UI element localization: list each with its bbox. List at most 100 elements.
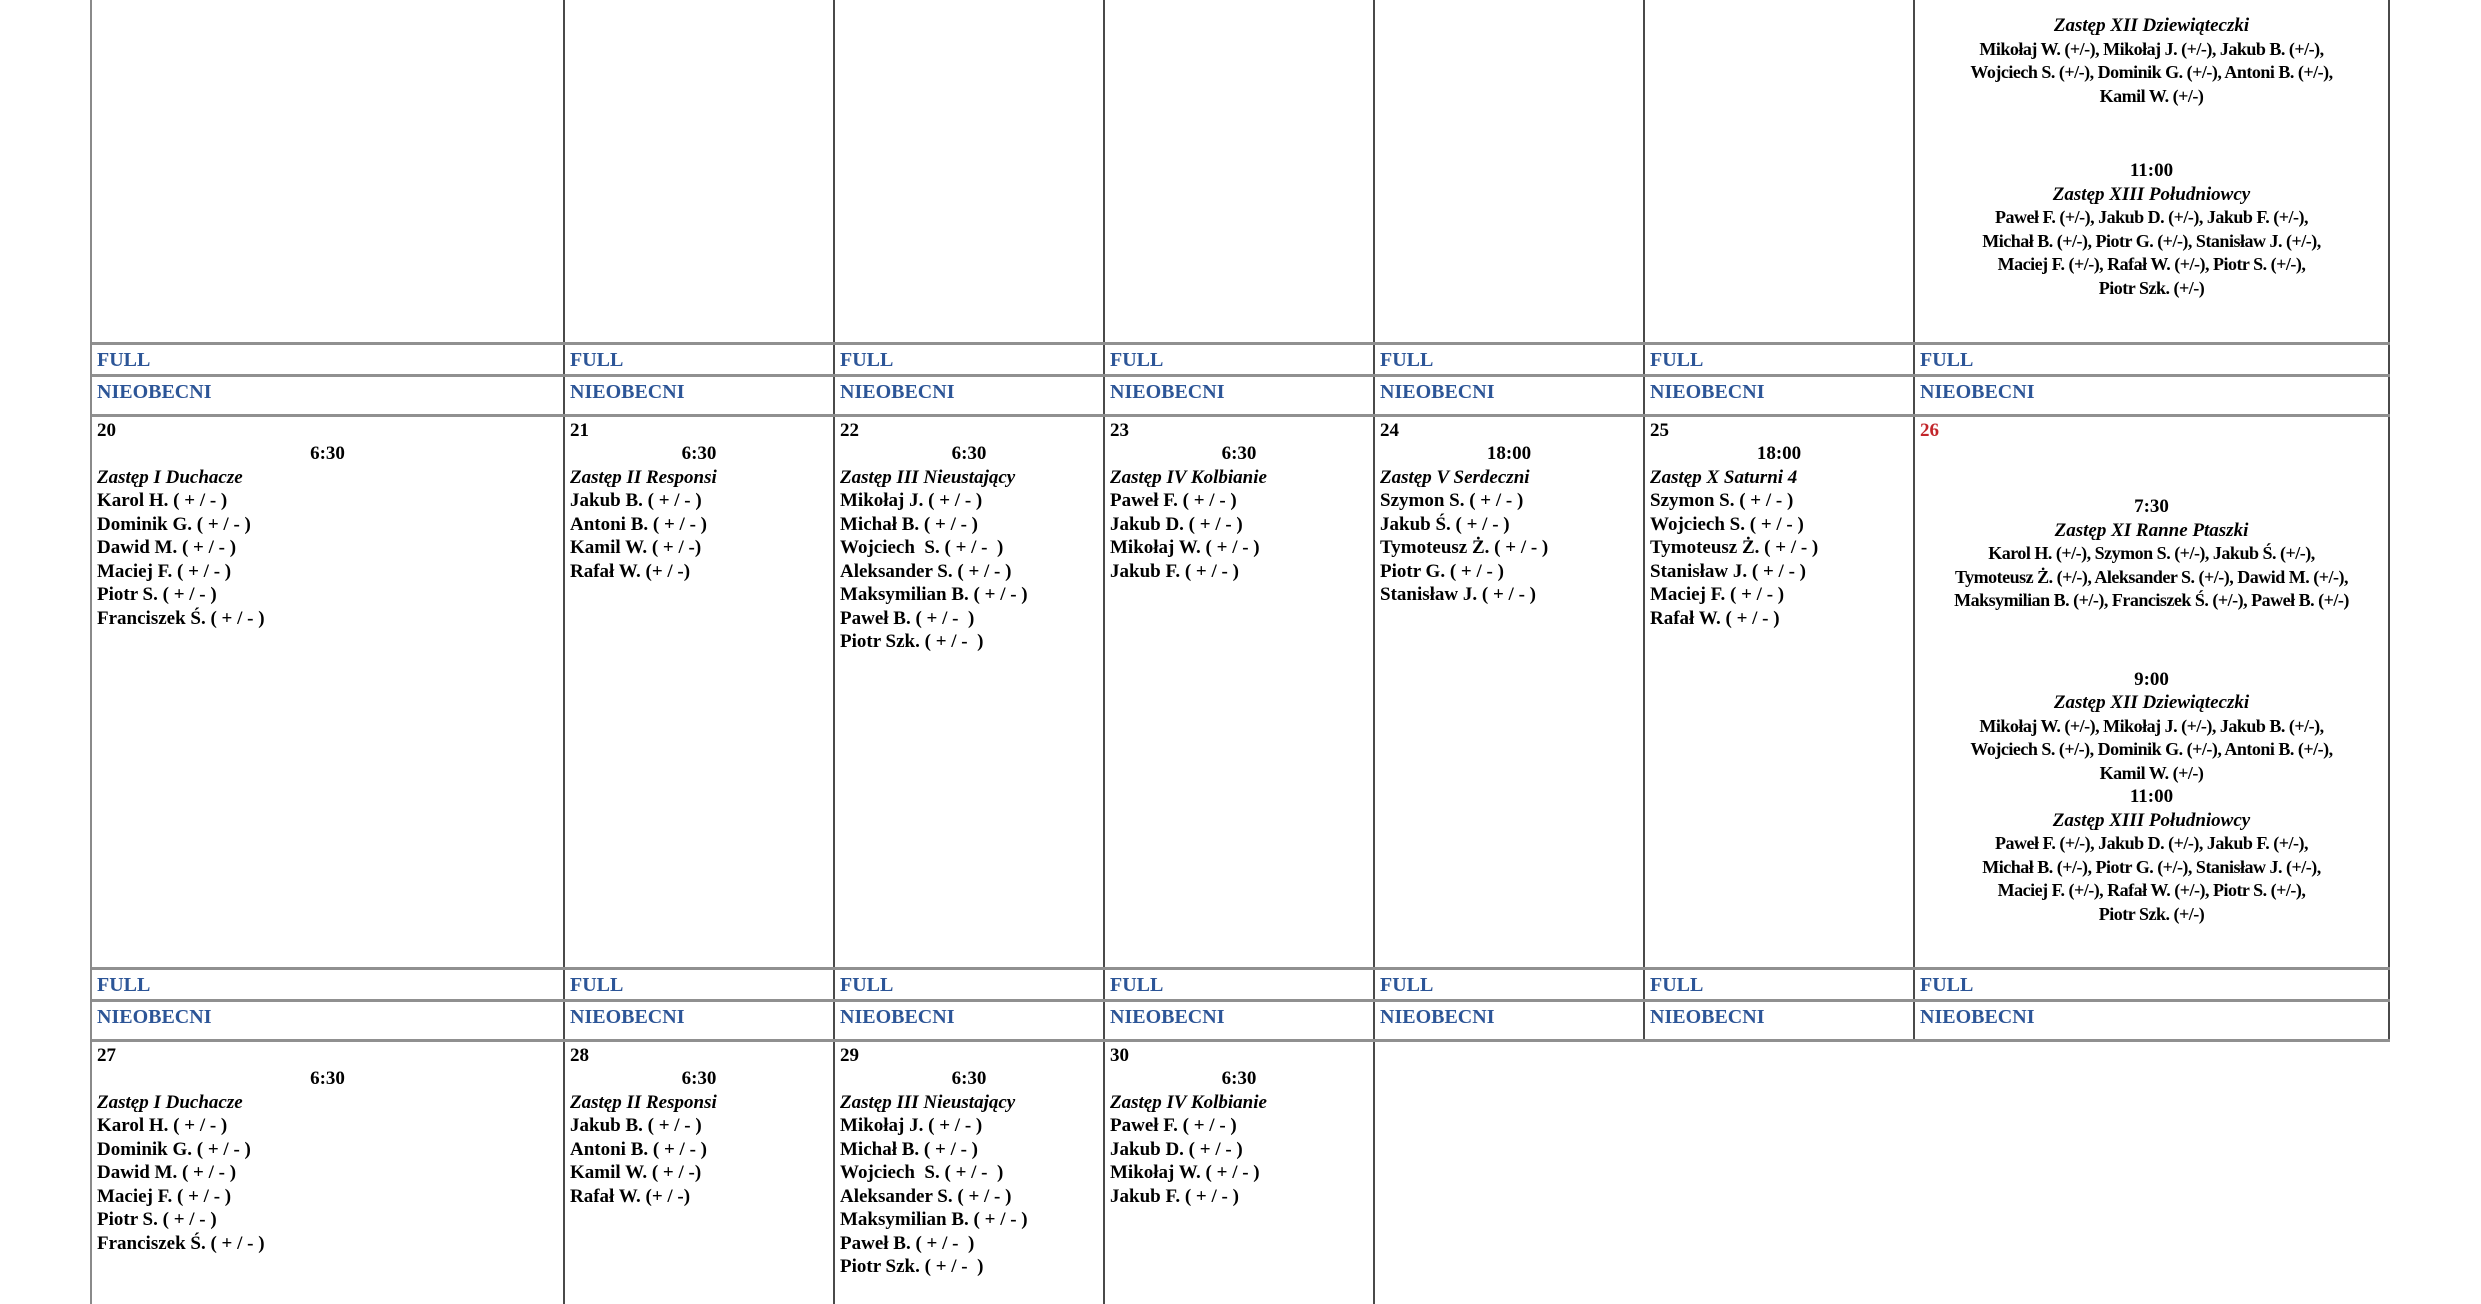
allday-event-absent[interactable]: NIEOBECNI <box>1105 377 1375 414</box>
day-cell-content: 27 6:30 Zastęp I Duchacze Karol H. ( + / - … <box>92 1042 563 1255</box>
event-member: Jakub F. ( + / - ) <box>1110 560 1239 582</box>
allday-event-full[interactable]: FULL <box>1375 345 1645 374</box>
full-event-label: FULL <box>97 349 151 371</box>
event-member-line: Maciej F. (+/-), Rafał W. (+/-), Piotr S… <box>1997 880 2306 900</box>
allday-event-full[interactable]: FULL <box>835 345 1105 374</box>
allday-event-absent[interactable]: NIEOBECNI <box>92 377 565 414</box>
event-member: Piotr S. ( + / - ) <box>97 1209 217 1230</box>
event-time: 6:30 <box>1221 1068 1257 1089</box>
event-member: Rafał W. (+ / -) <box>570 560 691 582</box>
event-member-line: Piotr Szk. (+/-) <box>2098 903 2205 924</box>
absent-event-label: NIEOBECNI <box>570 1006 685 1028</box>
allday-event-absent[interactable]: NIEOBECNI <box>1375 377 1645 414</box>
event-group-title: Zastęp IV Kolbianie <box>1110 466 1267 488</box>
calendar-cell <box>1375 0 1645 342</box>
full-event-label: FULL <box>570 974 624 996</box>
allday-event-full[interactable]: FULL <box>92 970 565 999</box>
absent-event-label: NIEOBECNI <box>570 381 685 403</box>
day-cell-previous-sunday[interactable]: Zastęp XII Dziewiąteczki Mikołaj W. (+/-)… <box>1915 0 2390 342</box>
event-member: Maciej F. ( + / - ) <box>97 1185 232 1207</box>
event-block[interactable]: 7:30 Zastęp XI Ranne Ptaszki Karol H. (+/-… <box>1920 495 2383 613</box>
event-group-title: Zastęp IV Kolbianie <box>1110 1091 1267 1113</box>
event-group-title: Zastęp II Responsi <box>570 1091 717 1113</box>
allday-event-absent[interactable]: NIEOBECNI <box>835 377 1105 414</box>
day-cell[interactable]: 30 6:30 Zastęp IV Kolbianie Paweł F. ( + / … <box>1105 1042 1375 1304</box>
allday-event-absent[interactable]: NIEOBECNI <box>1375 1002 1645 1039</box>
allday-event-full[interactable]: FULL <box>1105 345 1375 374</box>
day-cell-content: 22 6:30 Zastęp III Nieustający Mikołaj J. (… <box>835 417 1103 654</box>
allday-event-full[interactable]: FULL <box>1645 345 1915 374</box>
day-cell[interactable]: 21 6:30 Zastęp II Responsi Jakub B. ( + / -… <box>565 417 835 967</box>
allday-event-absent[interactable]: NIEOBECNI <box>565 377 835 414</box>
allday-event-full[interactable]: FULL <box>1645 970 1915 999</box>
allday-event-absent[interactable]: NIEOBECNI <box>1645 1002 1915 1039</box>
event-member: Mikołaj W. ( + / - ) <box>1110 1162 1260 1183</box>
event-block[interactable]: 11:00 Zastęp XIII Południowcy Paweł F. (+/… <box>1915 159 2388 300</box>
event-member-line: Mikołaj W. (+/-), Mikołaj J. (+/-), Jaku… <box>1979 715 2324 736</box>
event-member: Szymon S. ( + / - ) <box>1650 490 1794 511</box>
allday-event-full[interactable]: FULL <box>1105 970 1375 999</box>
day-cell-content: 20 6:30 Zastęp I Duchacze Karol H. ( + / - … <box>92 417 563 630</box>
band-row-full: FULL FULL FULL FULL FULL FULL FULL <box>92 967 2390 999</box>
allday-event-full[interactable]: FULL <box>1915 345 2390 374</box>
date-number: 30 <box>1110 1045 1129 1066</box>
full-event-label: FULL <box>1110 349 1164 371</box>
band-row-absent: NIEOBECNI NIEOBECNI NIEOBECNI NIEOBECNI NIEO… <box>92 374 2390 414</box>
event-member: Maksymilian B. ( + / - ) <box>840 1209 1028 1230</box>
absent-event-label: NIEOBECNI <box>97 1006 212 1028</box>
day-cell[interactable]: 27 6:30 Zastęp I Duchacze Karol H. ( + / - … <box>92 1042 565 1304</box>
day-cell-content: 30 6:30 Zastęp IV Kolbianie Paweł F. ( + / … <box>1105 1042 1373 1208</box>
absent-event-label: NIEOBECNI <box>1380 1006 1495 1028</box>
event-member-line: Maksymilian B. (+/-), Franciszek Ś. (+/-… <box>1954 590 2349 610</box>
event-member-line: Kamil W. (+/-) <box>2099 762 2204 783</box>
event-member: Kamil W. ( + / -) <box>570 537 702 558</box>
allday-event-full[interactable]: FULL <box>1915 970 2390 999</box>
day-cell[interactable]: 20 6:30 Zastęp I Duchacze Karol H. ( + / - … <box>92 417 565 967</box>
event-member: Piotr Szk. ( + / - ) <box>840 1256 984 1277</box>
allday-event-absent[interactable]: NIEOBECNI <box>565 1002 835 1039</box>
allday-event-full[interactable]: FULL <box>565 970 835 999</box>
event-time: 11:00 <box>2129 160 2174 181</box>
event-block[interactable]: Zastęp XII Dziewiąteczki Mikołaj W. (+/-)… <box>1915 14 2388 108</box>
allday-event-full[interactable]: FULL <box>565 345 835 374</box>
full-event-label: FULL <box>1110 974 1164 996</box>
event-member: Aleksander S. ( + / - ) <box>840 560 1012 582</box>
overflow-row: Zastęp XII Dziewiąteczki Mikołaj W. (+/-)… <box>92 0 2390 342</box>
allday-event-full[interactable]: FULL <box>835 970 1105 999</box>
event-member: Stanisław J. ( + / - ) <box>1380 584 1536 605</box>
event-member: Franciszek Ś. ( + / - ) <box>97 607 265 629</box>
full-event-label: FULL <box>840 974 894 996</box>
allday-event-absent[interactable]: NIEOBECNI <box>92 1002 565 1039</box>
absent-event-label: NIEOBECNI <box>1650 1006 1765 1028</box>
full-event-label: FULL <box>840 349 894 371</box>
day-cell[interactable]: 29 6:30 Zastęp III Nieustający Mikołaj J. (… <box>835 1042 1105 1304</box>
allday-event-absent[interactable]: NIEOBECNI <box>1645 377 1915 414</box>
date-number: 27 <box>97 1045 116 1066</box>
day-cell[interactable]: 24 18:00 Zastęp V Serdeczni Szymon S. ( + /… <box>1375 417 1645 967</box>
event-member: Dominik G. ( + / - ) <box>97 513 251 535</box>
full-event-label: FULL <box>1650 349 1704 371</box>
day-cell[interactable]: 22 6:30 Zastęp III Nieustający Mikołaj J. (… <box>835 417 1105 967</box>
date-number: 28 <box>570 1045 589 1066</box>
event-block[interactable]: 11:00 Zastęp XIII Południowcy Paweł F. (+/… <box>1920 785 2383 926</box>
day-cell[interactable]: 26 7:30 Zastęp XI Ranne Ptaszki Karol H. (+… <box>1915 417 2390 967</box>
day-cell[interactable]: 23 6:30 Zastęp IV Kolbianie Paweł F. ( + / … <box>1105 417 1375 967</box>
allday-event-absent[interactable]: NIEOBECNI <box>835 1002 1105 1039</box>
event-member-line: Michał B. (+/-), Piotr G. (+/-), Stanisł… <box>1982 230 2321 251</box>
day-cell[interactable]: 25 18:00 Zastęp X Saturni 4 Szymon S. ( + /… <box>1645 417 1915 967</box>
event-time: 6:30 <box>951 443 987 464</box>
event-member: Wojciech S. ( + / - ) <box>840 537 1004 558</box>
allday-event-absent[interactable]: NIEOBECNI <box>1915 1002 2390 1039</box>
full-event-label: FULL <box>1650 974 1704 996</box>
event-member: Piotr Szk. ( + / - ) <box>840 631 984 652</box>
allday-event-absent[interactable]: NIEOBECNI <box>1105 1002 1375 1039</box>
allday-event-full[interactable]: FULL <box>92 345 565 374</box>
day-cell[interactable]: 28 6:30 Zastęp II Responsi Jakub B. ( + / -… <box>565 1042 835 1304</box>
event-block[interactable]: 9:00 Zastęp XII Dziewiąteczki Mikołaj W. (… <box>1920 668 2383 786</box>
allday-event-absent[interactable]: NIEOBECNI <box>1915 377 2390 414</box>
event-member: Paweł F. ( + / - ) <box>1110 490 1237 511</box>
event-group-title: Zastęp X Saturni 4 <box>1650 466 1798 488</box>
allday-event-full[interactable]: FULL <box>1375 970 1645 999</box>
event-member: Mikołaj J. ( + / - ) <box>840 490 983 511</box>
event-group-title: Zastęp XIII Południowcy <box>2052 183 2251 205</box>
